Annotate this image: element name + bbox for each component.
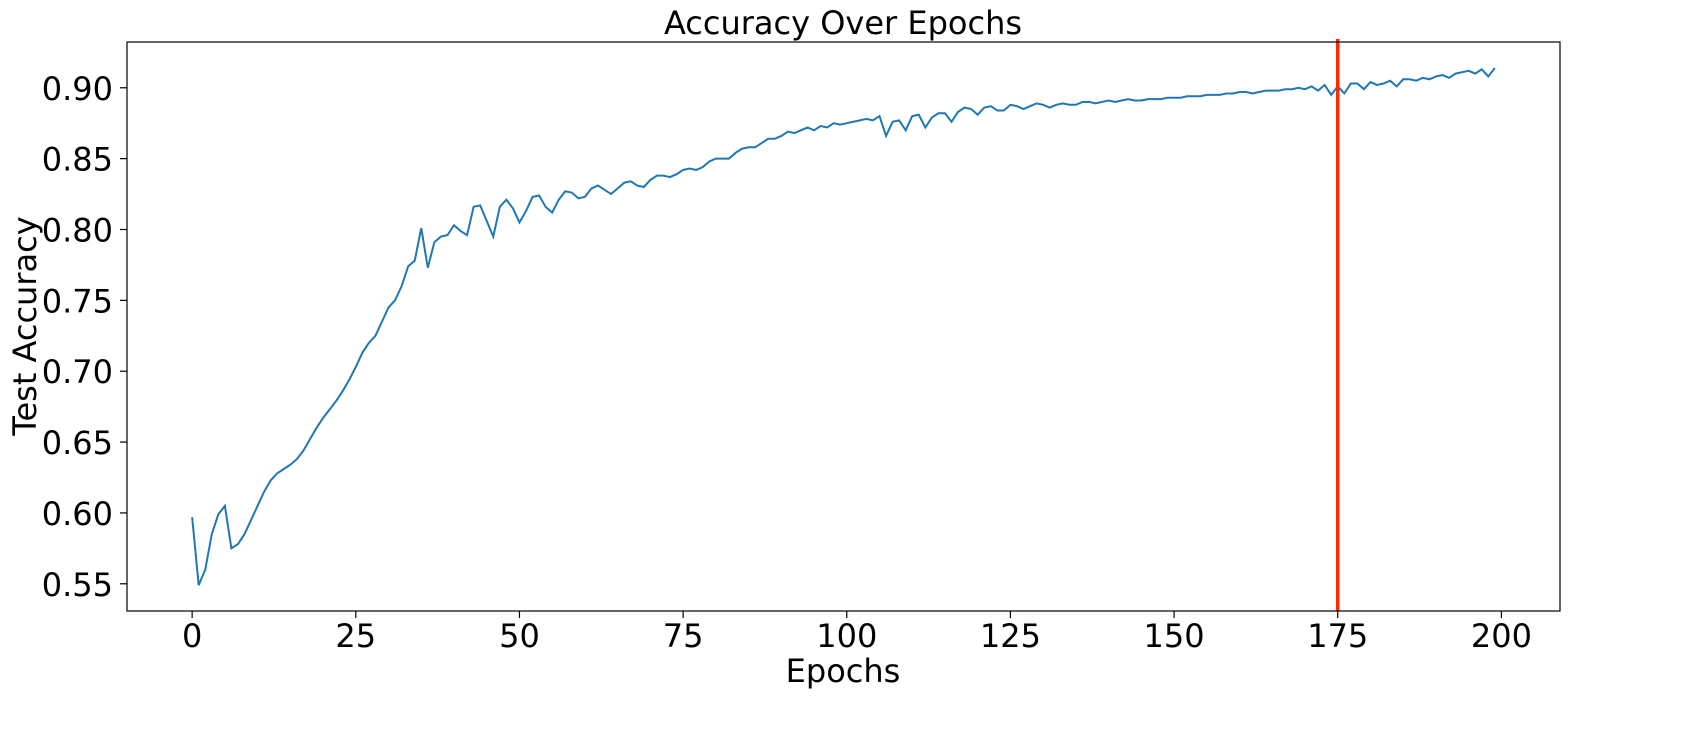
- plot-frame: [126, 41, 1561, 612]
- chart-title: Accuracy Over Epochs: [664, 4, 1022, 42]
- x-tick-label: 75: [663, 617, 704, 655]
- y-tick-label: 0.80: [42, 211, 113, 249]
- x-tick-label: 50: [499, 617, 540, 655]
- y-tick-label: 0.70: [42, 353, 113, 391]
- y-tick-label: 0.90: [42, 70, 113, 108]
- x-tick-label: 100: [816, 617, 877, 655]
- y-tick-label: 0.55: [42, 566, 113, 604]
- x-axis-label: Epochs: [786, 652, 901, 690]
- y-axis-label: Test Accuracy: [6, 216, 44, 436]
- y-tick-label: 0.85: [42, 141, 113, 179]
- data-line: [191, 67, 1496, 586]
- y-tick-label: 0.60: [42, 495, 113, 533]
- x-tick-label: 200: [1471, 617, 1532, 655]
- x-tick-label: 150: [1144, 617, 1205, 655]
- x-tick-label: 25: [335, 617, 376, 655]
- x-tick-label: 175: [1307, 617, 1368, 655]
- x-tick-label: 125: [980, 617, 1041, 655]
- y-tick-label: 0.65: [42, 424, 113, 462]
- x-tick-label: 0: [182, 617, 202, 655]
- y-tick-label: 0.75: [42, 282, 113, 320]
